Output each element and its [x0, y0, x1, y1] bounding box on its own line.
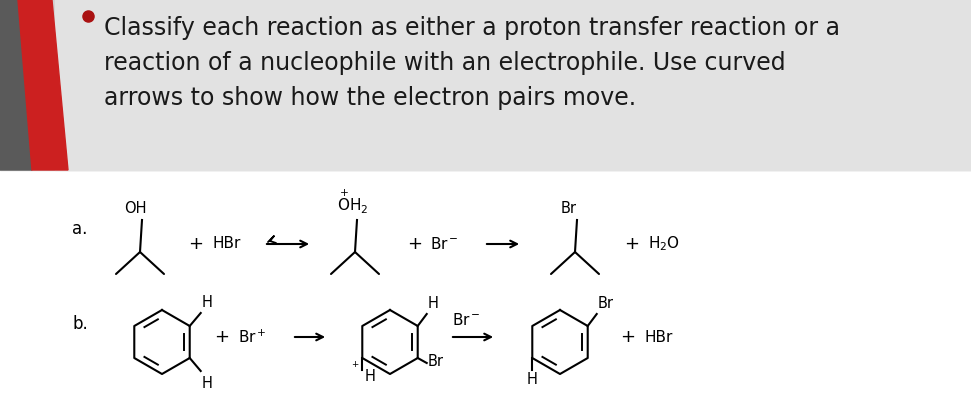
Text: HBr: HBr: [645, 330, 673, 345]
Text: +: +: [188, 235, 204, 253]
Polygon shape: [18, 0, 68, 170]
Text: H: H: [427, 296, 439, 311]
Bar: [0, 170, 971, 404]
Polygon shape: [0, 0, 32, 170]
Text: Classify each reaction as either a proton transfer reaction or a: Classify each reaction as either a proto…: [104, 16, 840, 40]
Text: +: +: [215, 328, 229, 346]
Text: $^+$: $^+$: [351, 360, 360, 374]
Text: Br$^-$: Br$^-$: [430, 236, 458, 252]
Text: arrows to show how the electron pairs move.: arrows to show how the electron pairs mo…: [104, 86, 636, 110]
Text: OH: OH: [124, 201, 147, 216]
Text: Br: Br: [598, 296, 614, 311]
Text: H: H: [202, 376, 213, 391]
Text: H: H: [202, 295, 213, 310]
Text: H: H: [364, 369, 375, 384]
Text: H: H: [527, 372, 538, 387]
Text: Br$^+$: Br$^+$: [238, 328, 267, 346]
Text: a.: a.: [72, 220, 87, 238]
Text: H$_2$O: H$_2$O: [648, 235, 680, 253]
Text: $\mathrm{\overset{+}{O}H_2}$: $\mathrm{\overset{+}{O}H_2}$: [337, 187, 368, 216]
Bar: [55, 0, 971, 170]
Text: b.: b.: [72, 315, 87, 333]
Text: reaction of a nucleophile with an electrophile. Use curved: reaction of a nucleophile with an electr…: [104, 51, 786, 75]
Text: Br$^-$: Br$^-$: [452, 312, 481, 328]
Text: +: +: [408, 235, 422, 253]
Bar: [0, 0, 971, 170]
Text: +: +: [624, 235, 640, 253]
Text: Br: Br: [427, 354, 444, 370]
Text: Br: Br: [561, 201, 577, 216]
Text: HBr: HBr: [213, 236, 242, 252]
Text: +: +: [620, 328, 635, 346]
